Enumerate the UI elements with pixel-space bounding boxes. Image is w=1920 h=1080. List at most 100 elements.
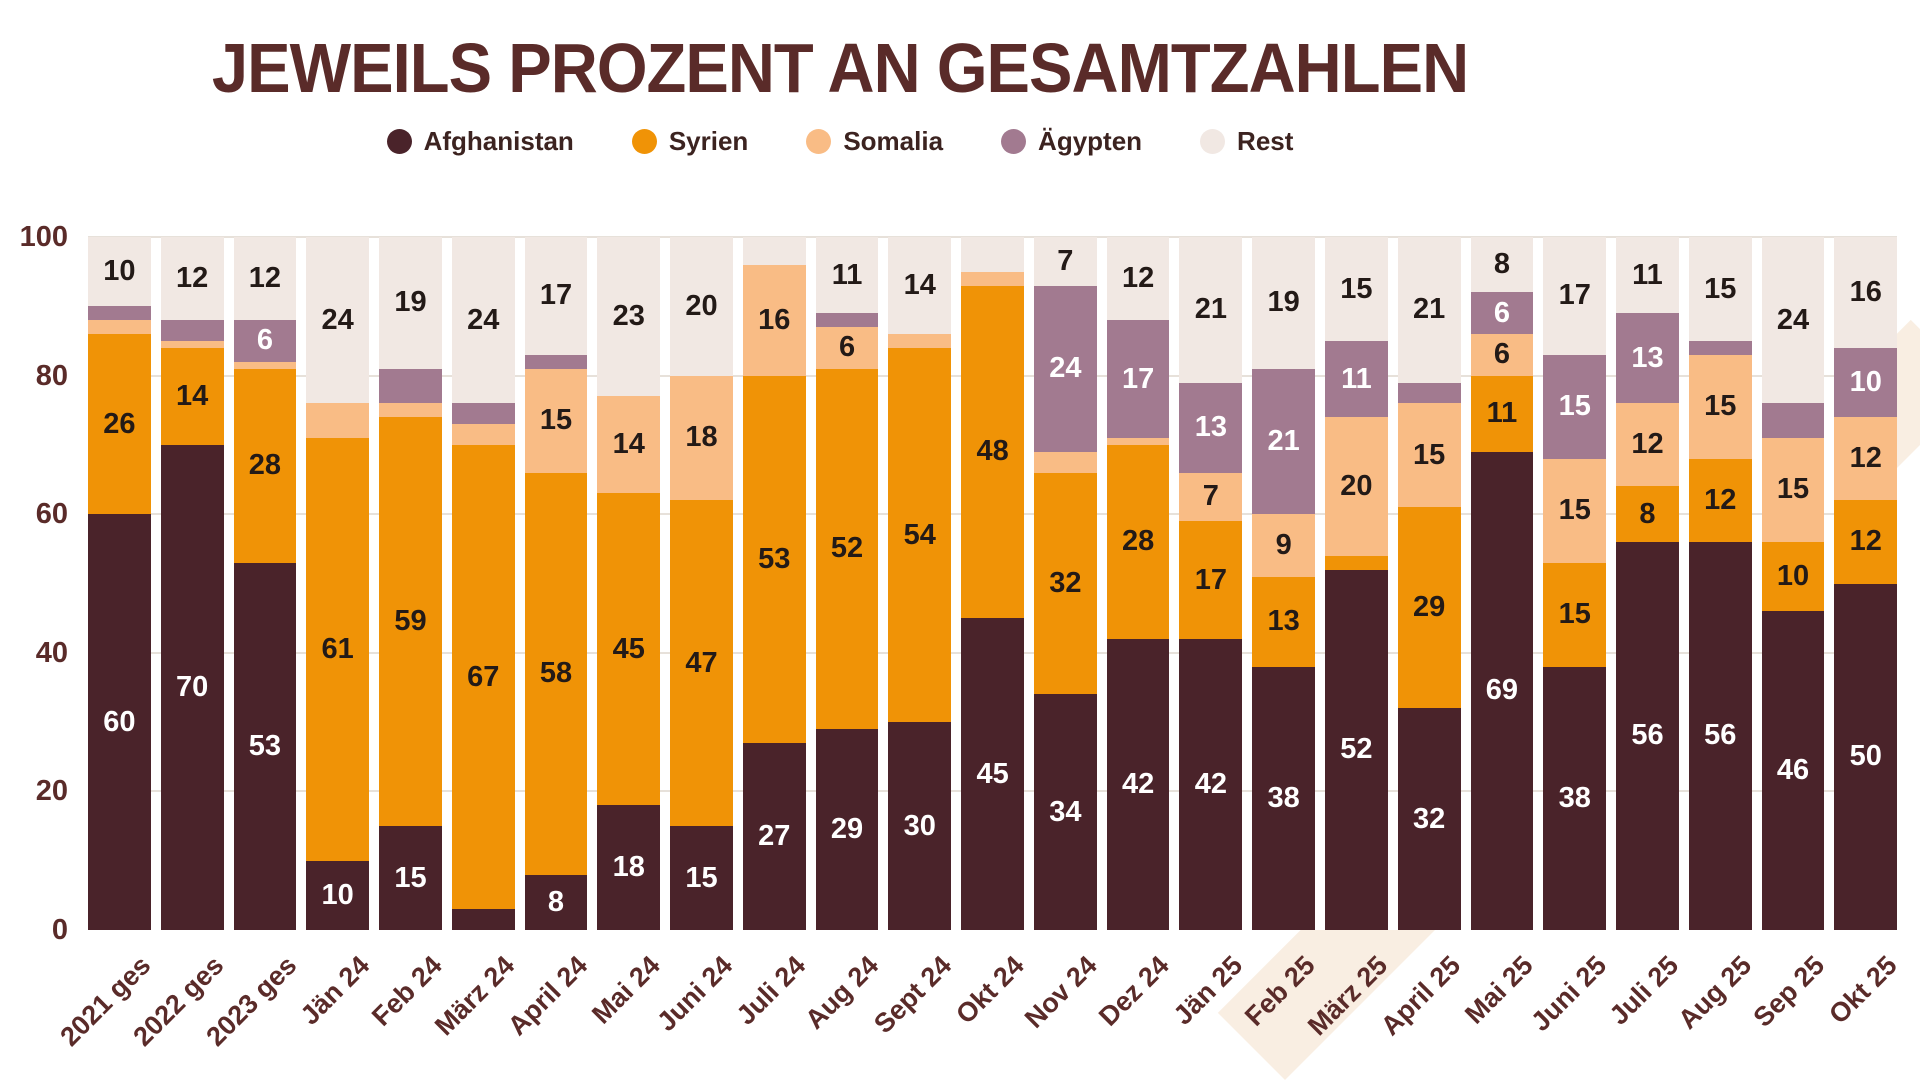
segment-value-label: 29	[830, 813, 864, 846]
segment-value-label: 12	[248, 262, 282, 295]
bar-segment-syrien: 10	[1761, 541, 1825, 612]
bar-nov-24: 34 32 24 7	[1033, 237, 1097, 930]
segment-value-label: 19	[394, 286, 427, 319]
bar-segment-somalia: 15	[1397, 403, 1461, 508]
bar-segment-somalia: 12	[1616, 403, 1679, 487]
segment-value-label: 28	[1121, 525, 1155, 558]
bar-segment-somalia: 18	[670, 375, 733, 501]
segment-value-label: 14	[903, 269, 936, 302]
legend-item-rest: Rest	[1200, 126, 1293, 157]
segment-value-label: 48	[976, 435, 1009, 468]
segment-value-label: 53	[758, 542, 791, 575]
bar-segment-rest: 24	[451, 237, 515, 404]
x-tick-label-okt-24: Okt 24	[950, 950, 1030, 1030]
bar-segment-afghanistan: 32	[1397, 708, 1461, 930]
x-tick-label-april-25: April 25	[1375, 950, 1467, 1042]
segment-value-label: 15	[1558, 494, 1591, 527]
segment-value-label: 19	[1267, 286, 1300, 319]
bar-segment-syrien: 29	[1397, 507, 1461, 709]
bar-segment-afghanistan: 10	[306, 860, 370, 930]
bar-segment-somalia	[379, 403, 442, 418]
bar-segment-somalia	[451, 424, 515, 445]
bar-okt-25: 50 12 12 10 16	[1834, 237, 1898, 930]
bar-segment-afghanistan: 27	[742, 742, 806, 930]
bar-segment-syrien: 12	[1834, 500, 1898, 584]
bar-segment--gypten: 6	[233, 320, 297, 362]
segment-value-label: 21	[1194, 293, 1227, 326]
bar-segment-afghanistan: 52	[1325, 569, 1388, 930]
bar-segment-somalia: 20	[1325, 417, 1388, 556]
segment-value-label: 52	[1340, 733, 1373, 766]
segment-value-label: 13	[1194, 411, 1227, 444]
segment-value-label: 58	[539, 657, 573, 690]
bar-segment--gypten	[88, 306, 151, 321]
segment-value-label: 56	[1631, 719, 1664, 752]
bar-segment-rest: 11	[815, 237, 879, 314]
bar-segment-rest: 16	[1834, 237, 1898, 348]
bar-segment-syrien: 59	[379, 417, 442, 827]
legend-label: Somalia	[843, 126, 944, 156]
bar-aug-25: 56 12 15 15	[1688, 237, 1752, 930]
segment-value-label: 20	[1340, 469, 1373, 502]
bar-segment-syrien: 47	[670, 500, 733, 827]
bar-segment-afghanistan: 34	[1033, 694, 1097, 930]
segment-value-label: 16	[1849, 275, 1882, 308]
bar-segment-syrien: 28	[1106, 444, 1170, 639]
bar-segment-syrien: 45	[597, 493, 661, 806]
legend-item--gypten: Ägypten	[1001, 126, 1142, 157]
bar-segment-somalia	[961, 271, 1024, 286]
segment-value-label: 8	[547, 885, 565, 918]
bar-segment-syrien: 14	[160, 347, 224, 445]
legend-dot-icon	[386, 129, 412, 154]
x-tick-label-aug-25: Aug 25	[1672, 950, 1758, 1035]
x-tick-label-m-rz-25: März 25	[1302, 950, 1394, 1042]
bar-segment-syrien	[1325, 555, 1388, 570]
y-tick-label-40: 40	[35, 636, 68, 669]
bar-segment-rest: 19	[379, 237, 442, 369]
bar-juli-24: 27 53 16	[742, 237, 806, 930]
segment-value-label: 38	[1558, 781, 1591, 814]
bar-segment-somalia	[1033, 451, 1097, 473]
x-axis: 2021 ges 2022 ges 2023 ges Jän 24 Feb 24 März…	[55, 930, 1903, 1080]
bar-segment-somalia	[88, 320, 151, 335]
x-tick-label-j-n-24: Jän 24	[294, 950, 375, 1031]
segment-value-label: 15	[1704, 272, 1737, 305]
bar-segment-rest: 12	[1106, 237, 1170, 321]
x-tick-label-sept-24: Sept 24	[867, 950, 957, 1040]
bar-segment-somalia	[233, 361, 297, 369]
segment-value-label: 11	[831, 258, 863, 291]
segment-value-label: 10	[321, 878, 354, 911]
bar-april-25: 32 29 15 21	[1397, 237, 1461, 930]
segment-value-label: 7	[1202, 480, 1219, 513]
segment-value-label: 50	[1849, 740, 1882, 773]
bar-segment-rest: 17	[524, 237, 588, 355]
bar-j-n-25: 42 17 7 13 21	[1179, 237, 1243, 930]
segment-value-label: 18	[612, 851, 645, 884]
segment-value-label: 24	[467, 303, 500, 336]
segment-value-label: 17	[1194, 563, 1227, 596]
segment-value-label: 6	[256, 324, 273, 357]
bar-feb-24: 15 59 19	[379, 237, 442, 930]
segment-value-label: 12	[1849, 442, 1882, 475]
bar-segment-somalia: 15	[1543, 458, 1607, 563]
x-tick-label-nov-24: Nov 24	[1018, 950, 1103, 1034]
bar-segment-syrien: 26	[88, 334, 151, 515]
segment-value-label: 17	[1121, 362, 1155, 395]
segment-value-label: 42	[1194, 767, 1227, 800]
bar-segment-rest: 17	[1543, 237, 1607, 355]
legend-item-afghanistan: Afghanistan	[386, 126, 574, 157]
bar-mai-25: 69 11 6 6 8	[1470, 237, 1534, 930]
bar-april-24: 8 58 15 17	[524, 237, 588, 930]
bar-segment-syrien: 52	[815, 368, 879, 730]
bar-segment-afghanistan: 15	[670, 826, 733, 930]
segment-value-label: 56	[1704, 719, 1737, 752]
legend-item-syrien: Syrien	[631, 126, 748, 157]
segment-value-label: 15	[539, 404, 573, 437]
segment-value-label: 60	[103, 705, 136, 738]
segment-value-label: 10	[1776, 560, 1810, 593]
bar-segment-somalia: 6	[1470, 334, 1534, 376]
y-tick-label-80: 80	[35, 359, 68, 392]
bar-segment-syrien: 54	[888, 347, 952, 723]
bar-segment--gypten	[1761, 403, 1825, 438]
bar-segment--gypten: 24	[1033, 285, 1097, 452]
